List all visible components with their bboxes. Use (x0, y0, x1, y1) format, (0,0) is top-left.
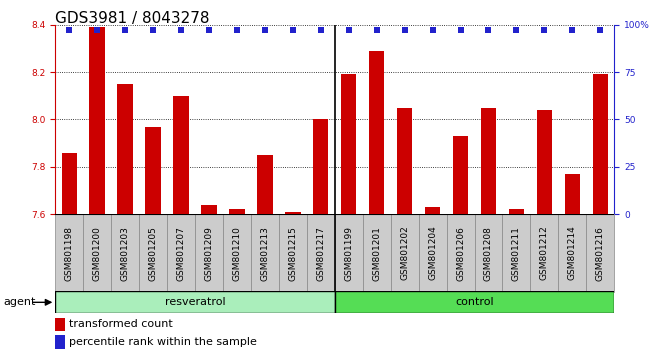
Bar (558, 214, 586, 292)
Point (204, 28, 214, 33)
Bar (397, 108, 412, 214)
Point (595, 28, 606, 33)
Text: GSM801203: GSM801203 (121, 225, 129, 281)
Bar (447, 214, 474, 292)
Bar (174, 96, 188, 214)
Bar (474, 214, 502, 292)
Bar (537, 110, 552, 214)
Bar (55, 291, 335, 313)
Bar (391, 214, 419, 292)
Bar (369, 51, 384, 214)
Text: agent: agent (3, 297, 36, 307)
Bar (335, 291, 614, 313)
Bar (229, 210, 244, 214)
Bar (481, 108, 496, 214)
Bar (593, 74, 608, 214)
Bar (55, 335, 65, 349)
Point (372, 28, 382, 33)
Bar (509, 210, 524, 214)
Bar (167, 214, 195, 292)
Text: GSM801212: GSM801212 (540, 226, 549, 280)
Text: percentile rank within the sample: percentile rank within the sample (70, 337, 257, 347)
Bar (139, 214, 167, 292)
Text: GSM801217: GSM801217 (317, 225, 325, 281)
Bar (111, 214, 139, 292)
Bar (285, 212, 300, 214)
Text: GSM801200: GSM801200 (93, 225, 101, 281)
Text: GSM801201: GSM801201 (372, 225, 381, 281)
Point (399, 28, 410, 33)
Bar (62, 153, 77, 214)
Text: control: control (455, 297, 494, 307)
Text: GDS3981 / 8043278: GDS3981 / 8043278 (55, 11, 210, 25)
Point (148, 28, 159, 33)
Text: GSM801199: GSM801199 (344, 225, 353, 281)
Text: GSM801209: GSM801209 (205, 225, 213, 281)
Bar (90, 27, 105, 214)
Text: GSM801215: GSM801215 (289, 225, 297, 281)
Bar (363, 214, 391, 292)
Text: GSM801211: GSM801211 (512, 225, 521, 281)
Bar (341, 74, 356, 214)
Bar (502, 214, 530, 292)
Bar (425, 207, 440, 214)
Text: GSM801205: GSM801205 (149, 225, 157, 281)
Bar (453, 136, 468, 214)
Bar (251, 214, 279, 292)
Bar (55, 214, 83, 292)
Point (456, 28, 466, 33)
Bar (223, 214, 251, 292)
Bar (335, 214, 363, 292)
Point (176, 28, 187, 33)
Bar (83, 214, 111, 292)
Bar (313, 120, 328, 214)
Text: GSM801204: GSM801204 (428, 226, 437, 280)
Point (92, 28, 103, 33)
Bar (257, 155, 272, 214)
Bar (118, 84, 133, 214)
Bar (202, 205, 216, 214)
Bar (565, 174, 580, 214)
Text: GSM801214: GSM801214 (568, 226, 577, 280)
Point (288, 28, 298, 33)
Text: resveratrol: resveratrol (164, 297, 226, 307)
Bar (419, 214, 447, 292)
Bar (586, 214, 614, 292)
Text: GSM801202: GSM801202 (400, 226, 409, 280)
Text: GSM801216: GSM801216 (596, 225, 605, 281)
Text: transformed count: transformed count (70, 319, 173, 329)
Text: GSM801206: GSM801206 (456, 225, 465, 281)
Point (64, 28, 75, 33)
Bar (279, 214, 307, 292)
Bar (146, 127, 161, 214)
Point (567, 28, 578, 33)
Point (344, 28, 354, 33)
Point (428, 28, 438, 33)
Bar (195, 214, 223, 292)
Point (120, 28, 131, 33)
Bar (307, 214, 335, 292)
Point (540, 28, 550, 33)
Point (512, 28, 522, 33)
Text: GSM801207: GSM801207 (177, 225, 185, 281)
Point (231, 28, 242, 33)
Bar (530, 214, 558, 292)
Text: GSM801213: GSM801213 (261, 225, 269, 281)
Bar (55, 318, 65, 331)
Text: GSM801210: GSM801210 (233, 225, 241, 281)
Text: GSM801208: GSM801208 (484, 225, 493, 281)
Text: GSM801198: GSM801198 (65, 225, 73, 281)
Point (316, 28, 326, 33)
Point (484, 28, 494, 33)
Point (260, 28, 270, 33)
